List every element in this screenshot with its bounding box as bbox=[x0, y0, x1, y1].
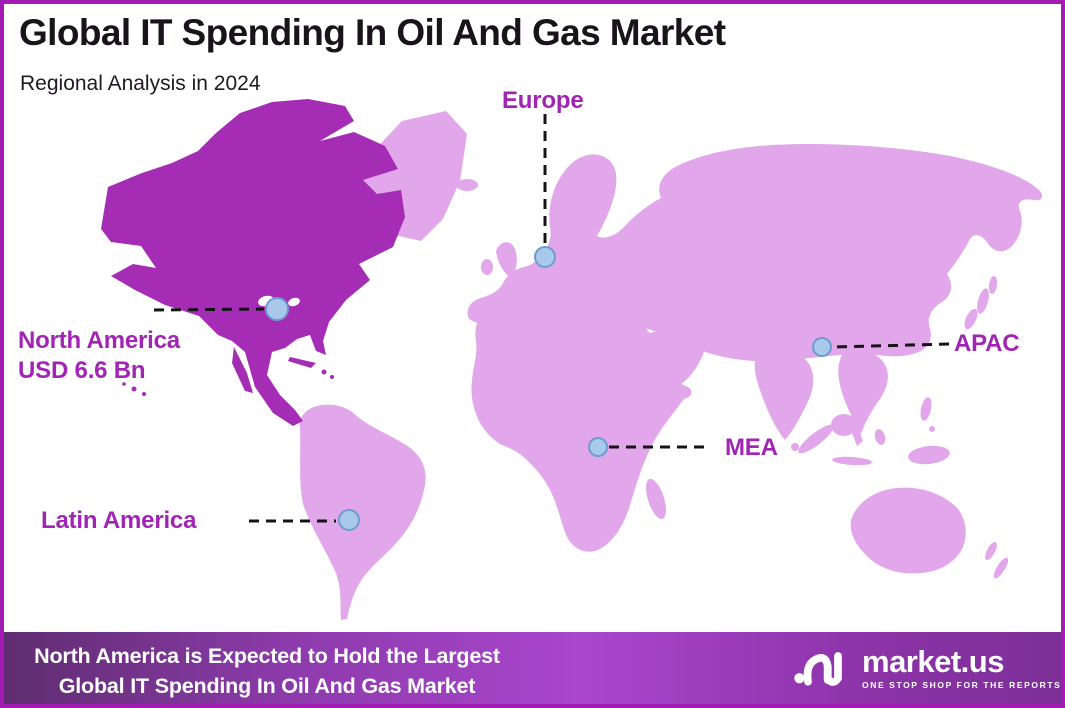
landmass-hawaii-3 bbox=[122, 382, 126, 386]
landmass-mindanao bbox=[929, 426, 935, 432]
brand-text-block: market.us ONE STOP SHOP FOR THE REPORTS bbox=[862, 643, 1062, 690]
landmass-north-america-highlight bbox=[101, 99, 405, 426]
landmass-india bbox=[754, 349, 814, 440]
landmass-japan-south bbox=[964, 308, 978, 330]
landmass-java bbox=[832, 456, 872, 466]
landmass-japan-main bbox=[977, 288, 989, 314]
landmass-australia bbox=[850, 487, 966, 574]
mea-label: MEA bbox=[725, 434, 778, 461]
landmass-indochina bbox=[838, 350, 888, 434]
landmass-new-guinea bbox=[908, 445, 950, 465]
north-america-leader-line bbox=[153, 307, 265, 312]
landmass-philippines bbox=[920, 397, 932, 421]
europe-marker bbox=[534, 246, 556, 268]
footer-headline-line2: Global IT Spending In Oil And Gas Market… bbox=[58, 674, 476, 698]
landmass-sumatra bbox=[798, 424, 834, 454]
landmass-hawaii-2 bbox=[142, 392, 146, 396]
landmass-new-zealand-north bbox=[985, 541, 997, 561]
landmass-south-america bbox=[299, 404, 426, 620]
north-america-value: USD 6.6 Bn bbox=[18, 357, 146, 384]
landmass-ireland bbox=[481, 259, 493, 275]
landmass-baja-california bbox=[232, 347, 253, 393]
latin-america-marker bbox=[338, 509, 360, 531]
landmass-tasmania bbox=[913, 563, 921, 571]
landmass-new-zealand-south bbox=[993, 557, 1009, 579]
apac-leader-line bbox=[833, 342, 950, 349]
landmass-iceland bbox=[456, 179, 478, 191]
north-america-label: North America USD 6.6 Bn bbox=[18, 326, 180, 386]
north-america-label-name: North America bbox=[18, 327, 180, 354]
great-lakes-3 bbox=[288, 297, 300, 307]
apac-marker bbox=[812, 337, 832, 357]
page-subtitle: Regional Analysis in 2024 bbox=[20, 72, 261, 95]
landmass-sri-lanka bbox=[791, 443, 799, 451]
apac-label: APAC bbox=[954, 330, 1020, 357]
mea-marker bbox=[588, 437, 608, 457]
landmass-caribbean-island bbox=[321, 369, 327, 375]
landmass-eurasia bbox=[467, 144, 1043, 361]
world-map bbox=[101, 99, 1043, 620]
brand-name: market.us bbox=[862, 643, 1004, 679]
latin-america-label: Latin America bbox=[41, 507, 197, 534]
landmass-madagascar bbox=[645, 478, 667, 520]
landmass-caribbean bbox=[288, 357, 316, 368]
marketus-logo-icon bbox=[794, 652, 842, 686]
footer-banner: North America is Expected to Hold the La… bbox=[4, 632, 1061, 704]
footer-headline-line1: North America is Expected to Hold the La… bbox=[34, 644, 500, 668]
landmass-uk bbox=[496, 242, 517, 278]
brand-tagline: ONE STOP SHOP FOR THE REPORTS bbox=[862, 679, 1062, 690]
landmass-caribbean-island-2 bbox=[330, 375, 334, 379]
page-title: Global IT Spending In Oil And Gas Market bbox=[19, 12, 726, 53]
landmass-japan-north bbox=[988, 276, 998, 294]
landmass-africa bbox=[471, 303, 692, 552]
north-america-marker bbox=[265, 297, 289, 321]
landmass-borneo bbox=[831, 414, 857, 436]
landmass-hawaii bbox=[131, 386, 137, 392]
landmass-sulawesi bbox=[874, 429, 886, 445]
footer-headline: North America is Expected to Hold the La… bbox=[32, 641, 502, 704]
europe-label: Europe bbox=[502, 87, 584, 114]
brand-logo: market.us ONE STOP SHOP FOR THE REPORTS bbox=[790, 644, 1061, 692]
